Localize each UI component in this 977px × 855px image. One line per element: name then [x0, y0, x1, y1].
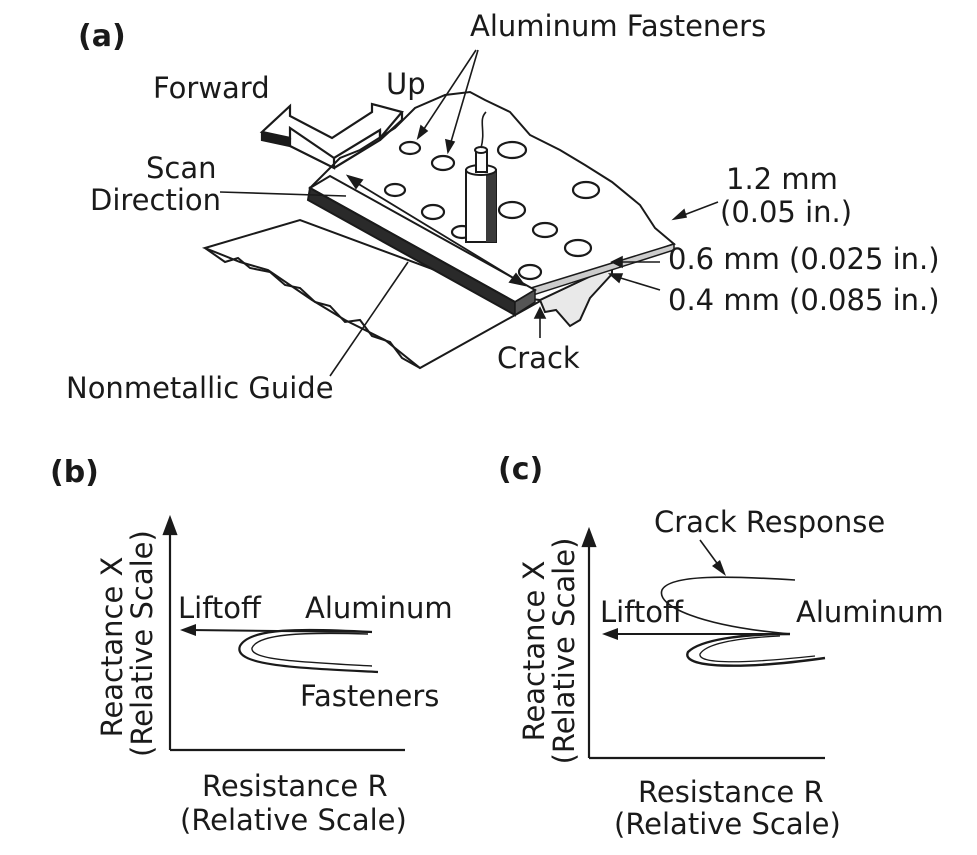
- probe: [465, 111, 497, 243]
- panel-a-tag: (a): [78, 19, 126, 54]
- panel-b-liftoff-label: Liftoff: [178, 591, 262, 625]
- direction-label: Direction: [90, 183, 222, 217]
- panel-b-aluminum-label: Aluminum: [305, 591, 453, 625]
- panel-c-tag: (c): [498, 452, 544, 487]
- panel-b-x-axis-label-2: (Relative Scale): [180, 803, 407, 837]
- thickness-mid-label: 0.6 mm (0.025 in.): [668, 242, 940, 276]
- panel-c-traces: [602, 539, 826, 667]
- thickness-low-label: 0.4 mm (0.085 in.): [668, 283, 940, 317]
- panel-c-y-axis-label: Reactance X (Relative Scale): [517, 537, 582, 765]
- panel-b-fastener-loop-inner: [251, 632, 373, 667]
- panel-c-crack-loop: [660, 576, 796, 635]
- panel-c-x-axis-label-1: Resistance R: [638, 775, 824, 809]
- panel-c-fastener-loop-inner: [699, 635, 816, 663]
- lower-sheet-torn-edge: [204, 247, 421, 369]
- panel-c-aluminum-label: Aluminum: [796, 595, 944, 629]
- panel-c-x-axis-label-2: (Relative Scale): [614, 807, 841, 841]
- nonmetallic-guide-label: Nonmetallic Guide: [66, 371, 334, 405]
- panel-b-x-axis-label-1: Resistance R: [202, 769, 388, 803]
- crack-response-label: Crack Response: [654, 505, 886, 539]
- forward-up-arrow: [259, 102, 404, 170]
- panel-c-liftoff-arrowhead: [602, 628, 618, 640]
- panel-b-liftoff-arrowhead: [180, 624, 196, 636]
- scan-direction-arrow: [345, 174, 527, 287]
- thickness-top-inches-label: (0.05 in.): [720, 195, 853, 229]
- panel-b-traces: [180, 624, 379, 674]
- up-label: Up: [386, 67, 426, 101]
- panel-c-liftoff-label: Liftoff: [600, 595, 684, 629]
- forward-label: Forward: [153, 71, 270, 105]
- panel-b-axes: [162, 514, 405, 752]
- scan-label: Scan: [146, 151, 217, 185]
- crack-label: Crack: [497, 341, 580, 375]
- aluminum-fasteners-label: Aluminum Fasteners: [470, 9, 767, 43]
- panel-c-axes: [581, 526, 825, 760]
- panel-b-tag: (b): [50, 455, 99, 490]
- thickness-top-label: 1.2 mm: [726, 162, 838, 196]
- panel-b-y-axis-label: Reactance X (Relative Scale): [95, 530, 160, 757]
- leader-lines: [219, 49, 719, 377]
- panel-c-fastener-loop-outer: [686, 632, 826, 667]
- fasteners: [383, 140, 601, 281]
- panel-b-fastener-loop-outer: [238, 628, 379, 674]
- panel-b-fasteners-label: Fasteners: [300, 679, 440, 713]
